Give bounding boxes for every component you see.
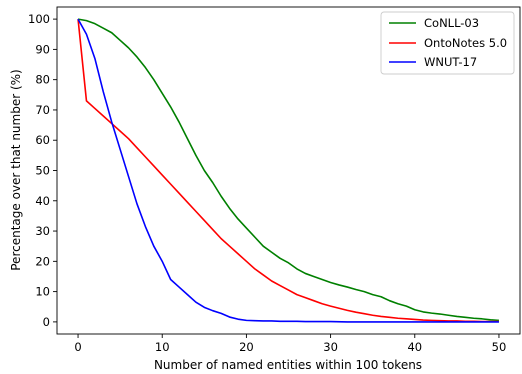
series-line-conll-03 <box>77 18 500 322</box>
y-tick-label: 30 <box>35 224 50 238</box>
x-tick-label: 30 <box>323 340 338 354</box>
plot-area: 0 10 20 30 40 50 0 10 20 30 40 50 60 70 80 90 100 <box>28 6 521 354</box>
x-tick-label: 20 <box>239 340 254 354</box>
y-tick-label: 60 <box>35 133 50 147</box>
legend-label-wnut: WNUT-17 <box>424 55 477 69</box>
x-tick-label: 50 <box>492 340 507 354</box>
legend-label-ontonotes: OntoNotes 5.0 <box>424 36 507 50</box>
series-layer <box>77 18 500 323</box>
y-tick-label: 50 <box>35 164 50 178</box>
y-axis-ticks: 0 10 20 30 40 50 60 70 80 90 100 <box>28 12 57 329</box>
y-tick-label: 100 <box>28 12 50 26</box>
series-line-ontonotes-5-0 <box>77 19 499 323</box>
legend-label-conll: CoNLL-03 <box>424 16 479 30</box>
x-tick-label: 0 <box>74 340 81 354</box>
y-tick-label: 0 <box>43 315 50 329</box>
legend: CoNLL-03 OntoNotes 5.0 WNUT-17 <box>380 11 515 75</box>
y-tick-label: 10 <box>35 285 50 299</box>
y-tick-label: 90 <box>35 42 50 56</box>
series-line-wnut-17 <box>77 18 499 323</box>
y-tick-label: 70 <box>35 103 50 117</box>
legend-frame <box>380 11 515 75</box>
x-axis-title: Number of named entities within 100 toke… <box>154 358 422 372</box>
y-tick-label: 80 <box>35 73 50 87</box>
y-tick-label: 40 <box>35 194 50 208</box>
x-tick-label: 40 <box>407 340 422 354</box>
y-tick-label: 20 <box>35 254 50 268</box>
x-axis-ticks: 0 10 20 30 40 50 <box>74 334 506 354</box>
x-tick-label: 10 <box>155 340 170 354</box>
y-axis-title: Percentage over that number (%) <box>9 69 23 271</box>
